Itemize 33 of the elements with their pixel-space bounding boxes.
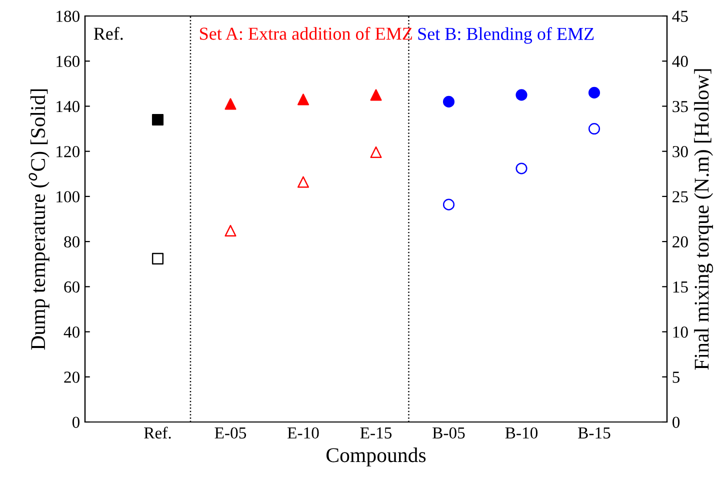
y-tick-label: 80 bbox=[64, 236, 80, 248]
y-tick-label: 0 bbox=[72, 416, 80, 428]
y-tick-label: 60 bbox=[64, 281, 80, 293]
x-tick-label: E-05 bbox=[214, 427, 246, 439]
y-tick-label: 20 bbox=[64, 372, 80, 383]
x-tick-label: B-05 bbox=[432, 427, 465, 439]
x-tick-label: E-15 bbox=[360, 427, 392, 439]
annotation: Ref. bbox=[94, 26, 123, 40]
x-tick-label: B-10 bbox=[505, 427, 538, 439]
y2-tick-label: 10 bbox=[673, 326, 688, 338]
y-tick-label: 140 bbox=[56, 100, 80, 112]
x-axis-title: Compounds bbox=[326, 448, 426, 466]
y2-tick-label: 15 bbox=[673, 281, 688, 293]
y2-tick-label: 45 bbox=[672, 10, 688, 22]
annotation: Set B: Blending of EMZ bbox=[418, 27, 594, 44]
x-tick-label: B-15 bbox=[578, 427, 610, 439]
y2-tick-label: 30 bbox=[672, 146, 688, 158]
y2-axis-title: Final mixing torque (N.m) [Hollow] bbox=[694, 69, 714, 370]
x-tick-label: E-10 bbox=[288, 427, 319, 439]
y-tick-label: 100 bbox=[56, 191, 80, 202]
annotation: Set A: Extra addition of EMZ bbox=[200, 26, 412, 40]
y2-tick-label: 40 bbox=[672, 56, 688, 68]
y-tick-label: 120 bbox=[56, 146, 80, 158]
x-tick-label: Ref. bbox=[144, 426, 171, 439]
y2-tick-label: 35 bbox=[672, 100, 688, 112]
y-tick-label: 180 bbox=[56, 10, 80, 22]
y2-tick-label: 20 bbox=[672, 236, 688, 248]
y2-tick-label: 25 bbox=[672, 191, 688, 202]
y2-tick-label: 0 bbox=[672, 416, 680, 428]
y-tick-label: 40 bbox=[64, 326, 80, 338]
y2-tick-label: 5 bbox=[672, 372, 680, 383]
y-axis-title: Dump temperature ($^{o}$C) [Solid] bbox=[28, 89, 50, 350]
y-tick-label: 160 bbox=[56, 56, 80, 68]
